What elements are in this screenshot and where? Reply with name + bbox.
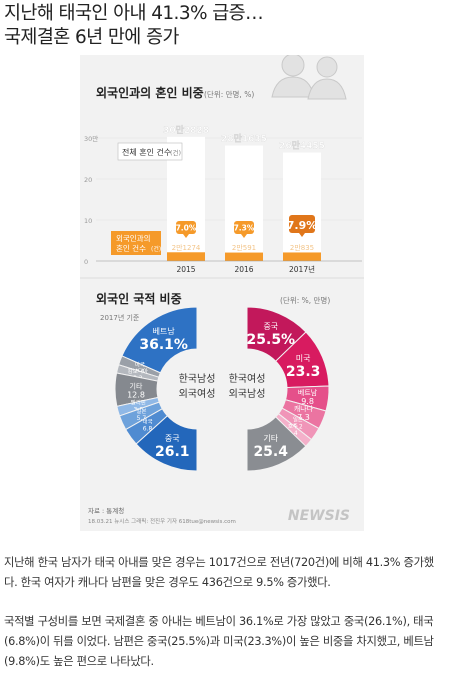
section2-note: 2017년 기준 [100, 313, 140, 322]
y-tick-label: 0 [84, 258, 88, 266]
slice-name-label: 기타 [263, 434, 278, 443]
slice-name-label: 베트남 [298, 388, 318, 397]
slice-name-label: 호주 [288, 423, 298, 430]
donut-chart-right: 중국25.5%미국23.3베트남9.8캐나다7.3일본5.2호주3.4기타25.… [246, 306, 330, 472]
slice-name-label: 필리핀 [131, 398, 146, 406]
y-tick-label: 30만 [84, 134, 98, 143]
share-badge-pointer [299, 233, 305, 237]
y-tick-label: 20 [84, 176, 92, 184]
slice-value-label: 25.5% [247, 332, 296, 348]
bar-total [283, 152, 321, 261]
donut-left-center-2: 외국여성 [179, 388, 216, 400]
headline: 지난해 태국인 아내 41.3% 급증… 국제결혼 6년 만에 증가 [4, 2, 446, 50]
section1-title: 외국인과의 혼인 비중 [96, 85, 204, 100]
bar-foreign [167, 252, 205, 261]
couple-illustration [271, 55, 347, 100]
legend-total-label: 전체 혼인 건수 [122, 147, 171, 157]
slice-name-label: 캐나다 [294, 404, 314, 413]
x-tick-label: 2015 [176, 265, 195, 274]
slice-name-label: 일본 [136, 407, 146, 415]
slice-name-label: 일본 [293, 416, 303, 424]
slice-value-label: 23.3 [286, 364, 321, 380]
section2-unit: (단위: %, 만명) [280, 295, 330, 305]
slice-value-label: 36.1% [139, 337, 188, 353]
foreign-value-label: 2만1274 [172, 243, 201, 252]
share-label: 7.3% [234, 224, 255, 233]
total-value-label: 28만1635 [221, 133, 267, 145]
slice-name-label: 미국 [135, 361, 145, 369]
donut-chart-left: 베트남36.1%미국3.6캄보디아3.2기타12.8필리핀3.8일본5.7태국6… [114, 306, 198, 472]
slice-name-label: 베트남 [153, 327, 176, 336]
source-text: 자료 : 통계청 [88, 506, 124, 515]
x-tick-label: 2016 [234, 265, 253, 274]
newsis-watermark: NEWSIS [288, 508, 350, 524]
share-label: 7.9% [287, 219, 318, 232]
share-badge [176, 221, 196, 234]
legend-total-unit: (건) [170, 148, 181, 157]
share-badge [289, 215, 315, 233]
headline-line1: 지난해 태국인 아내 41.3% 급증… [4, 3, 264, 24]
section1-unit: (단위: 만명, %) [204, 89, 254, 99]
headline-line2: 국제결혼 6년 만에 증가 [4, 27, 179, 48]
share-badge [234, 221, 254, 234]
slice-name-label: 중국 [165, 434, 180, 443]
legend-foreign-box: 외국인과의 혼인 건수 (건) [111, 231, 161, 255]
y-tick-label: 10 [84, 217, 92, 225]
bar-total [225, 145, 263, 261]
slice-name-label: 태국 [143, 418, 153, 426]
foreign-value-label: 2만835 [290, 243, 314, 252]
infographic-card: 외국인과의 혼인 비중 (단위: 만명, %) 30만 20 10 0 30만2828 2… [80, 55, 364, 531]
credit-text: 18.03.21 뉴시스 그래픽: 전진우 기자 618tue@newsis.c… [88, 517, 236, 525]
section2-title: 외국인 국적 비중 [96, 291, 182, 306]
body-paragraph-1: 지난해 한국 남자가 태국 아내를 맞은 경우는 1017건으로 전년(720건… [4, 556, 434, 589]
total-value-label: 30만2828 [163, 124, 209, 136]
bar-foreign [283, 252, 321, 261]
legend-foreign-unit: (건) [151, 245, 161, 253]
foreign-value-label: 2만591 [232, 243, 256, 252]
x-tick-label: 2017년 [289, 264, 315, 274]
infographic-svg: 외국인과의 혼인 비중 (단위: 만명, %) 30만 20 10 0 30만2828 2… [80, 55, 364, 525]
donut-right-center-1: 한국여성 [229, 373, 266, 385]
slice-value-label: 6.8 [143, 426, 153, 433]
slice-value-label: 25.4 [253, 444, 288, 460]
slice-name-label: 기타 [130, 381, 143, 390]
slice-value-label: 5.7 [137, 415, 147, 422]
share-label: 7.0% [176, 224, 197, 233]
slice-name-label: 미국 [296, 354, 311, 363]
donut-slice [135, 415, 198, 472]
donut-left-center-1: 한국남성 [179, 373, 216, 385]
legend-total-box: 전체 혼인 건수 (건) [117, 142, 183, 161]
slice-value-label: 26.1 [155, 444, 190, 460]
slice-value-label: 5.2 [293, 424, 303, 431]
slice-value-label: 9.8 [301, 397, 314, 406]
slice-value-label: 7.3 [297, 413, 310, 422]
legend-foreign-line1: 외국인과의 [116, 233, 151, 243]
body-paragraph-2: 국적별 구성비를 보면 국제결혼 중 아내는 베트남이 36.1%로 가장 많았… [4, 615, 434, 668]
donut-slice [246, 416, 307, 472]
slice-name-label: 중국 [263, 322, 278, 331]
total-value-label: 26만4455 [279, 140, 325, 152]
slice-name-label: 캄보디아 [128, 367, 148, 375]
share-badge-pointer [183, 234, 189, 238]
share-badge-pointer [241, 234, 247, 238]
slice-value-label: 12.8 [127, 390, 145, 399]
legend-foreign-line2: 혼인 건수 [116, 243, 146, 253]
donut-right-center-2: 외국남성 [229, 388, 266, 400]
bar-foreign [225, 252, 263, 261]
